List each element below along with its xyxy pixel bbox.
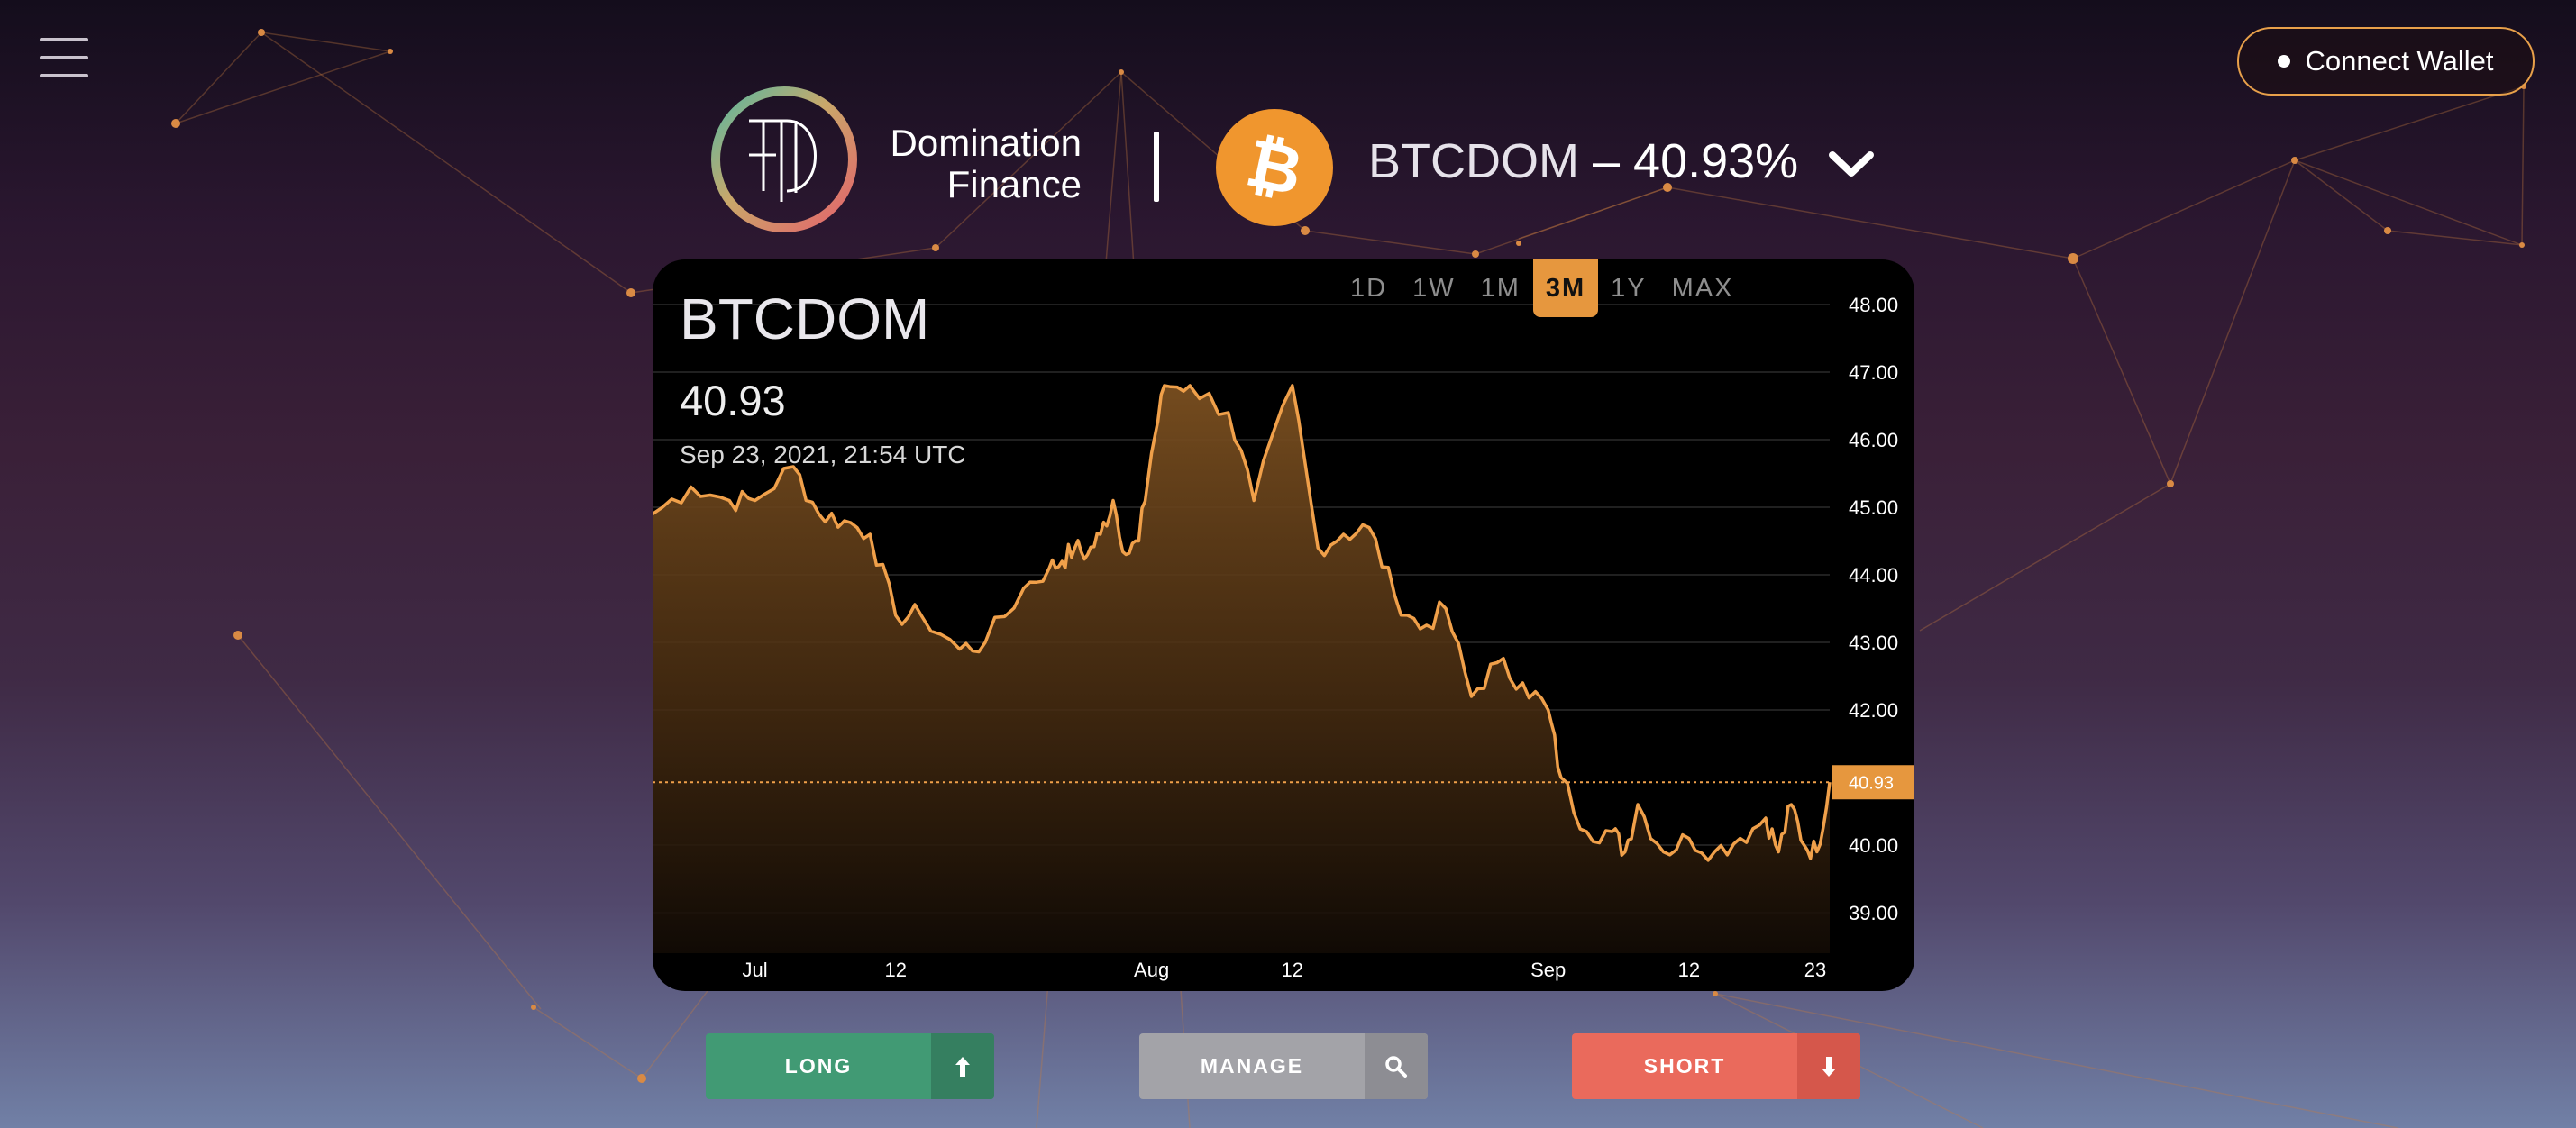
short-button-label: SHORT (1643, 1054, 1726, 1078)
x-tick-label: Aug (1134, 959, 1169, 981)
arrow-up-icon (931, 1033, 994, 1099)
long-button[interactable]: LONG (706, 1033, 994, 1099)
header-divider (1154, 132, 1159, 202)
y-tick-label: 46.00 (1849, 429, 1898, 451)
chart-canvas: 40.93 48.00 47.00 46.00 45.00 44.00 43.00 42.0… (653, 294, 1914, 981)
current-price-tag-text: 40.93 (1849, 773, 1894, 793)
x-tick-label: 12 (884, 959, 906, 981)
x-axis-ticks: Jul 12 Aug 12 Sep 12 23 (743, 959, 1827, 981)
asset-ticker: BTCDOM – 40.93% (1368, 133, 1798, 189)
tab-1d[interactable]: 1D (1350, 273, 1388, 303)
chart-timestamp: Sep 23, 2021, 21:54 UTC (680, 441, 966, 468)
chart-title: BTCDOM (680, 287, 930, 351)
y-tick-label: 40.00 (1849, 834, 1898, 857)
chevron-down-icon[interactable] (1827, 148, 1876, 180)
brand-line-2: Finance (946, 163, 1082, 205)
x-tick-label: 12 (1282, 959, 1303, 981)
hamburger-menu-icon[interactable] (40, 36, 90, 83)
current-price-tag: 40.93 (1832, 765, 1914, 800)
y-tick-label: 42.00 (1849, 699, 1898, 722)
ticker-symbol: BTCDOM (1368, 134, 1579, 188)
y-tick-label: 45.00 (1849, 496, 1898, 519)
y-tick-label: 48.00 (1849, 294, 1898, 316)
domination-finance-logo-icon (711, 86, 857, 232)
y-tick-label: 43.00 (1849, 632, 1898, 654)
manage-button[interactable]: MANAGE (1139, 1033, 1428, 1099)
y-tick-label: 44.00 (1849, 564, 1898, 587)
y-tick-label: 47.00 (1849, 361, 1898, 384)
brand-name: Domination Finance (865, 123, 1082, 205)
x-tick-label: 23 (1804, 959, 1826, 981)
connect-wallet-button[interactable]: Connect Wallet (2237, 27, 2535, 96)
y-tick-label: 39.00 (1849, 902, 1898, 924)
time-range-tabs: 1D 1W 1M 3M 1Y MAX (1338, 259, 1747, 317)
price-chart[interactable]: 40.93 48.00 47.00 46.00 45.00 44.00 43.00 42.0… (653, 259, 1914, 991)
tab-1y[interactable]: 1Y (1611, 273, 1647, 303)
search-icon (1365, 1033, 1428, 1099)
tab-1w[interactable]: 1W (1412, 273, 1456, 303)
tab-max[interactable]: MAX (1671, 273, 1734, 303)
ticker-dash: – (1578, 134, 1634, 188)
connect-wallet-label: Connect Wallet (2305, 45, 2494, 77)
x-tick-label: 12 (1678, 959, 1700, 981)
bitcoin-icon: ₿ (1216, 109, 1333, 226)
ticker-value: 40.93% (1633, 134, 1799, 188)
tab-3m[interactable]: 3M (1532, 259, 1599, 317)
chart-area-fill (653, 386, 1830, 953)
x-tick-label: Sep (1530, 959, 1566, 981)
brand-line-1: Domination (890, 122, 1082, 164)
manage-button-label: MANAGE (1200, 1054, 1304, 1078)
tab-1m[interactable]: 1M (1480, 273, 1521, 303)
chart-series-line (653, 384, 1832, 862)
y-axis-ticks: 48.00 47.00 46.00 45.00 44.00 43.00 42.00 40.00… (1849, 294, 1898, 924)
arrow-down-icon (1797, 1033, 1860, 1099)
short-button[interactable]: SHORT (1572, 1033, 1860, 1099)
chart-current-value: 40.93 (680, 377, 786, 424)
status-dot-icon (2278, 55, 2291, 68)
x-tick-label: Jul (743, 959, 768, 981)
long-button-label: LONG (784, 1054, 853, 1078)
